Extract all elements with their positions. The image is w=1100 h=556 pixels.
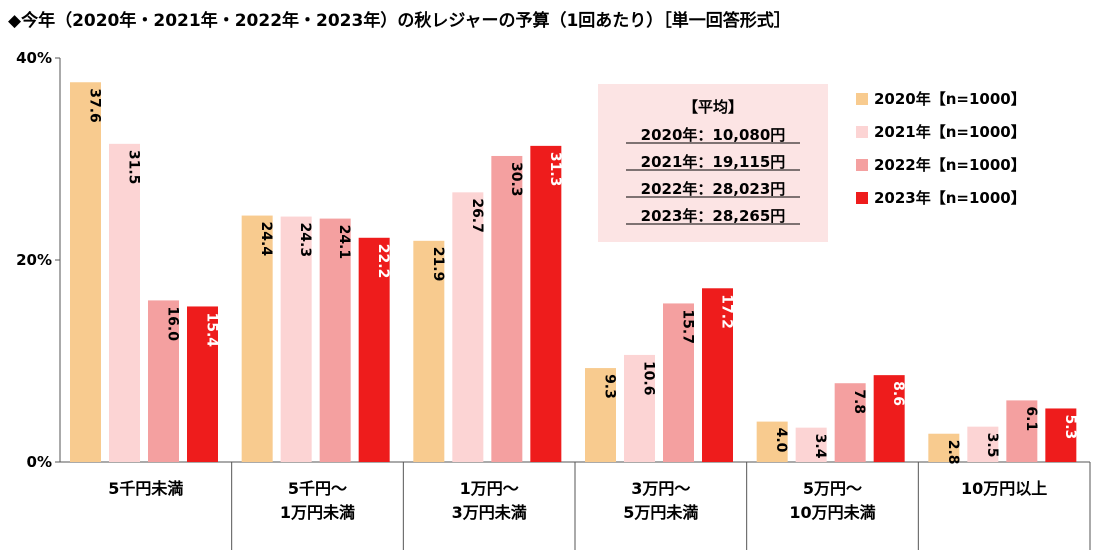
- bar: [967, 426, 999, 462]
- bar: [413, 240, 445, 462]
- data-label: 24.4: [258, 222, 274, 257]
- bar: [873, 375, 905, 462]
- chart-axes: 0% 20% 40% 5千円未満 5千円～ 1万円未満 1万円～ 3万円未満 3万円～ 5万円未満…: [16, 49, 1091, 550]
- category-label: 1万円～: [460, 479, 519, 498]
- data-label: 15.7: [680, 309, 696, 344]
- category-label: 10万円以上: [961, 479, 1047, 498]
- bar: [1006, 400, 1038, 462]
- bar: [834, 383, 866, 462]
- average-box-title: 【平均】: [683, 98, 743, 116]
- category-label: 1万円未満: [280, 503, 355, 522]
- bar: [1045, 408, 1077, 462]
- bar: [241, 215, 273, 462]
- data-label: 16.0: [165, 306, 181, 341]
- bar: [585, 368, 616, 462]
- bar: [530, 145, 562, 462]
- category-label: 5万円～: [803, 479, 862, 498]
- data-label: 5.3: [1062, 414, 1078, 439]
- category-label: 3万円～: [631, 479, 690, 498]
- data-label: 3.5: [984, 433, 1000, 458]
- bar: [148, 300, 179, 462]
- bar: [70, 82, 101, 463]
- category-label: 3万円未満: [452, 503, 527, 522]
- category-label: 5千円～: [288, 479, 347, 498]
- data-label: 2.8: [945, 440, 961, 465]
- bar: [109, 143, 140, 462]
- bar: [928, 433, 960, 462]
- bar: [702, 288, 733, 462]
- chart-title: ◆今年（2020年・2021年・2022年・2023年）の秋レジャーの予算（1回…: [8, 11, 791, 31]
- legend-label: 2021年【n=1000】: [874, 123, 1026, 141]
- legend-label: 2023年【n=1000】: [874, 189, 1026, 207]
- data-label: 9.3: [602, 374, 618, 399]
- data-label: 17.2: [719, 294, 735, 329]
- data-label: 37.6: [87, 88, 103, 123]
- category-label: 10万円未満: [789, 503, 875, 522]
- bar: [795, 427, 827, 462]
- data-label: 31.3: [547, 152, 563, 187]
- legend-label: 2022年【n=1000】: [874, 156, 1026, 174]
- bar: [319, 218, 351, 462]
- data-label: 31.5: [126, 150, 142, 185]
- data-label: 6.1: [1023, 406, 1039, 431]
- legend-swatch: [856, 93, 868, 105]
- average-box: 【平均】 2020年：10,080円 2021年：19,115円 2022年：28,0…: [598, 84, 828, 242]
- data-label: 24.3: [297, 223, 313, 258]
- y-tick-label: 20%: [16, 251, 52, 269]
- chart-legend: 2020年【n=1000】 2021年【n=1000】 2022年【n=1000】 2…: [856, 90, 1026, 207]
- bar: [452, 192, 484, 462]
- bar: [358, 237, 390, 462]
- average-box-line: 2021年：19,115円: [641, 153, 786, 171]
- bar: [187, 306, 218, 462]
- average-box-line: 2020年：10,080円: [641, 126, 786, 144]
- bar: [280, 216, 312, 462]
- bar: [663, 303, 694, 462]
- bar: [624, 354, 655, 462]
- data-label: 22.2: [375, 244, 391, 279]
- average-box-line: 2022年：28,023円: [641, 180, 786, 198]
- average-box-line: 2023年：28,265円: [641, 207, 786, 225]
- data-label: 7.8: [851, 389, 867, 414]
- data-label: 30.3: [508, 162, 524, 197]
- category-label: 5万円未満: [623, 503, 698, 522]
- y-tick-label: 0%: [27, 453, 52, 471]
- legend-swatch: [856, 159, 868, 171]
- data-label: 15.4: [204, 312, 220, 347]
- legend-label: 2020年【n=1000】: [874, 90, 1026, 108]
- data-label: 3.4: [812, 434, 828, 459]
- data-label: 10.6: [641, 361, 657, 396]
- category-label: 5千円未満: [108, 479, 183, 498]
- legend-swatch: [856, 126, 868, 138]
- data-label: 21.9: [430, 247, 446, 282]
- data-label: 26.7: [469, 198, 485, 233]
- data-label: 8.6: [890, 381, 906, 406]
- data-label: 4.0: [773, 428, 789, 453]
- data-label: 24.1: [336, 225, 352, 260]
- legend-swatch: [856, 192, 868, 204]
- average-box-bg: [598, 84, 828, 242]
- bar: [756, 421, 788, 462]
- bar: [491, 155, 523, 462]
- chart-bars: 37.6 24.4 21.9 9.3 4.0 2.8 31.5 24.3 26.7 10.6 3.4…: [70, 82, 1078, 465]
- y-tick-label: 40%: [16, 49, 52, 67]
